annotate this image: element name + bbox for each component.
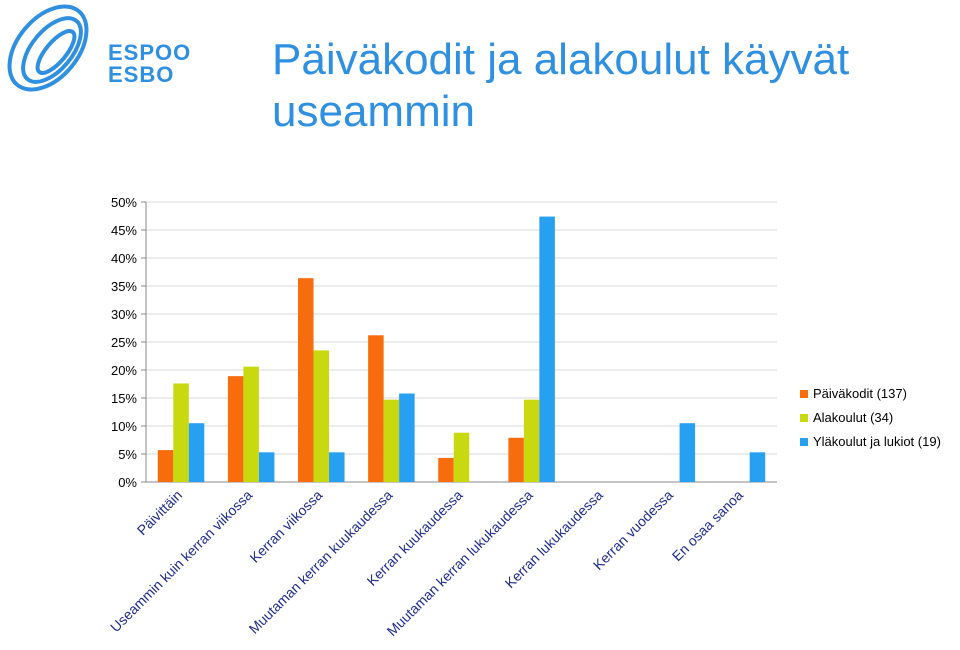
bar (227, 376, 244, 482)
y-tick-label: 50% (111, 195, 137, 210)
legend-swatch (800, 414, 808, 422)
y-tick-label: 35% (111, 279, 137, 294)
legend-swatch (800, 390, 808, 398)
bar (508, 437, 524, 482)
y-tick-label: 15% (111, 391, 137, 406)
bar (438, 457, 454, 482)
bar (523, 399, 540, 482)
x-category-label: En osaa sanoa (669, 487, 747, 565)
legend-label: Alakoulut (34) (813, 410, 893, 425)
espoo-logo: ESPOO ESBO (7, 4, 191, 92)
espoo-swirl-icon (7, 4, 89, 92)
legend-label: Päiväkodit (137) (813, 386, 907, 401)
y-tick-label: 10% (111, 419, 137, 434)
bar (539, 216, 555, 482)
x-category-label: Päivittäin (134, 487, 185, 538)
bar (157, 450, 174, 482)
x-category-label: Muutaman kerran kuukaudessa (246, 487, 396, 637)
bar (368, 335, 384, 482)
bar (313, 350, 330, 482)
legend-swatch (800, 438, 808, 446)
bar (243, 366, 259, 482)
x-category-label: Muutaman kerran lukukaudessa (384, 487, 536, 639)
x-category-label: Useammin kuin kerran viikossa (107, 487, 255, 635)
bar (188, 423, 205, 482)
bar (298, 278, 314, 482)
y-tick-label: 0% (118, 475, 137, 490)
y-tick-label: 40% (111, 251, 137, 266)
brand-name-sv: ESBO (108, 62, 174, 87)
brand-name-fi: ESPOO (108, 40, 191, 65)
y-tick-label: 20% (111, 363, 137, 378)
bar (383, 399, 400, 482)
bar (329, 452, 345, 482)
bar (399, 393, 415, 482)
bar (679, 423, 696, 482)
bar (173, 383, 189, 482)
bar (453, 432, 470, 482)
y-tick-label: 5% (118, 447, 137, 462)
y-tick-label: 45% (111, 223, 137, 238)
x-category-label: Kerran viikossa (246, 487, 325, 566)
y-tick-label: 30% (111, 307, 137, 322)
bar (258, 452, 275, 482)
bars (157, 216, 766, 482)
bar (749, 452, 766, 482)
legend-label: Yläkoulut ja lukiot (19) (813, 434, 941, 449)
y-tick-label: 25% (111, 335, 137, 350)
legend: Päiväkodit (137) Alakoulut (34) Yläkoulut … (800, 386, 941, 449)
slide-title: Päiväkodit ja alakoulut käyvät useammin (272, 35, 850, 136)
